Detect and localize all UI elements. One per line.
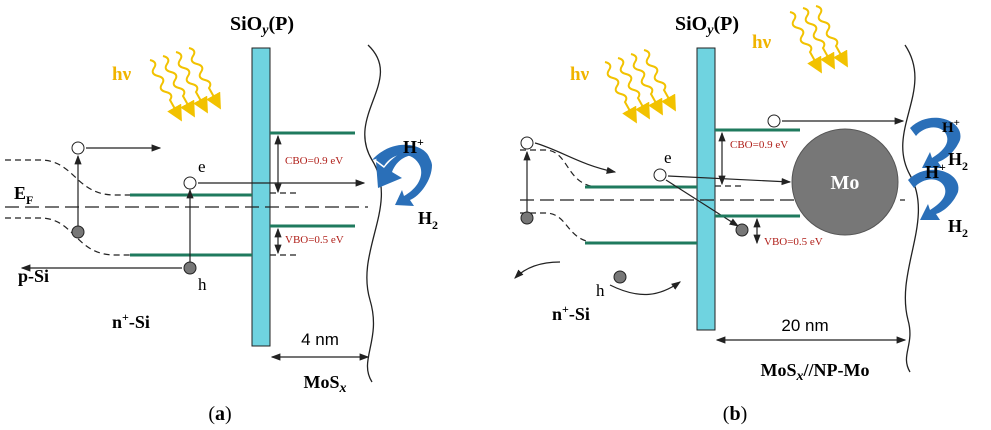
- hole-label: h: [596, 281, 605, 300]
- text-part: (P): [713, 13, 739, 35]
- hole: [614, 271, 626, 283]
- shape: [644, 50, 674, 108]
- fermi-label: EF: [14, 183, 33, 207]
- text-part: ): [225, 403, 232, 425]
- panel-b: SiOy(P) hν hν h e n+-Si CBO=0.9 eV VBO=0…: [515, 6, 968, 425]
- photon-label: hν: [570, 64, 590, 85]
- interface: [903, 45, 919, 372]
- text-part: x: [339, 381, 347, 396]
- text-part: H: [418, 208, 432, 228]
- text-part: H: [942, 120, 954, 136]
- text-part: +: [939, 160, 946, 174]
- hole-arrow: [515, 262, 560, 278]
- text-part: H: [948, 216, 962, 236]
- particle-label: Mo: [831, 172, 860, 194]
- text-part: n: [112, 312, 122, 332]
- electron-arrow: [668, 176, 790, 182]
- shape: [189, 48, 219, 106]
- text-part: b: [729, 403, 740, 425]
- hydrogen-label: H2: [948, 216, 968, 240]
- text-part: E: [14, 183, 26, 203]
- text-part: MoS: [304, 372, 340, 392]
- text-part: +: [954, 117, 960, 129]
- hole: [521, 212, 533, 224]
- text-part: SiO: [230, 13, 262, 35]
- caption: (a): [208, 403, 231, 425]
- text-part: +: [417, 135, 424, 149]
- caption: (b): [723, 403, 747, 425]
- photon-label: hν: [752, 32, 772, 53]
- thickness-label: 4 nm: [301, 330, 339, 349]
- hole: [72, 226, 84, 238]
- text-part: a: [215, 403, 225, 425]
- electron: [521, 137, 533, 149]
- text-part: ): [741, 403, 748, 425]
- text-part: 2: [962, 159, 968, 173]
- cbo-label: CBO=0.9 eV: [730, 139, 788, 151]
- electron: [654, 169, 666, 181]
- text-part: F: [26, 193, 33, 207]
- figure: SiOy(P) hν EF e h p-Si n+-Si CBO=0.9 eV …: [0, 0, 991, 430]
- text-part: -Si: [569, 304, 590, 324]
- panel-a: SiOy(P) hν EF e h p-Si n+-Si CBO=0.9 eV …: [5, 13, 438, 425]
- hole: [184, 262, 196, 274]
- text-part: 2: [962, 226, 968, 240]
- text-part: 2: [432, 218, 438, 232]
- text-part: n: [552, 304, 562, 324]
- electron: [184, 177, 196, 189]
- text-part: H: [948, 149, 962, 169]
- photon-label: hν: [112, 64, 132, 85]
- vbo-label: VBO=0.5 eV: [764, 236, 823, 248]
- text-part: H: [925, 162, 939, 182]
- layer-label: MoSx: [304, 372, 347, 396]
- hole: [736, 224, 748, 236]
- oxide-layer: [252, 48, 270, 346]
- oxide-label: SiOy(P): [675, 13, 739, 38]
- hydrogen-label: H2: [418, 208, 438, 232]
- text-part: //NP-Mo: [803, 360, 870, 380]
- n-si-label: n+-Si: [552, 302, 590, 324]
- text-part: -Si: [129, 312, 150, 332]
- conduction-band: [520, 150, 600, 187]
- vbo-label: VBO=0.5 eV: [285, 234, 344, 246]
- n-si-label: n+-Si: [112, 310, 150, 332]
- light: [150, 48, 219, 118]
- text-part: SiO: [675, 13, 707, 35]
- text-part: MoS: [761, 360, 797, 380]
- text-part: (P): [268, 13, 294, 35]
- hole-arrow: [610, 282, 680, 295]
- thickness-label: 20 nm: [781, 316, 828, 335]
- layer-label: MoSx//NP-Mo: [761, 360, 870, 384]
- oxide-label: SiOy(P): [230, 13, 294, 38]
- cbo-label: CBO=0.9 eV: [285, 155, 343, 167]
- electron: [72, 142, 84, 154]
- text-part: x: [796, 369, 804, 384]
- interface: [365, 45, 382, 382]
- oxide-layer: [697, 48, 715, 330]
- text-part: H: [403, 137, 417, 157]
- shape: [816, 6, 846, 64]
- hydrogen-label: H2: [948, 149, 968, 173]
- p-si-label: p-Si: [18, 266, 49, 286]
- electron-label: e: [198, 157, 206, 176]
- hole-label: h: [198, 275, 207, 294]
- valence-band: [5, 218, 130, 255]
- electron-arrow: [535, 143, 615, 172]
- electron-label: e: [664, 148, 672, 167]
- electron: [768, 115, 780, 127]
